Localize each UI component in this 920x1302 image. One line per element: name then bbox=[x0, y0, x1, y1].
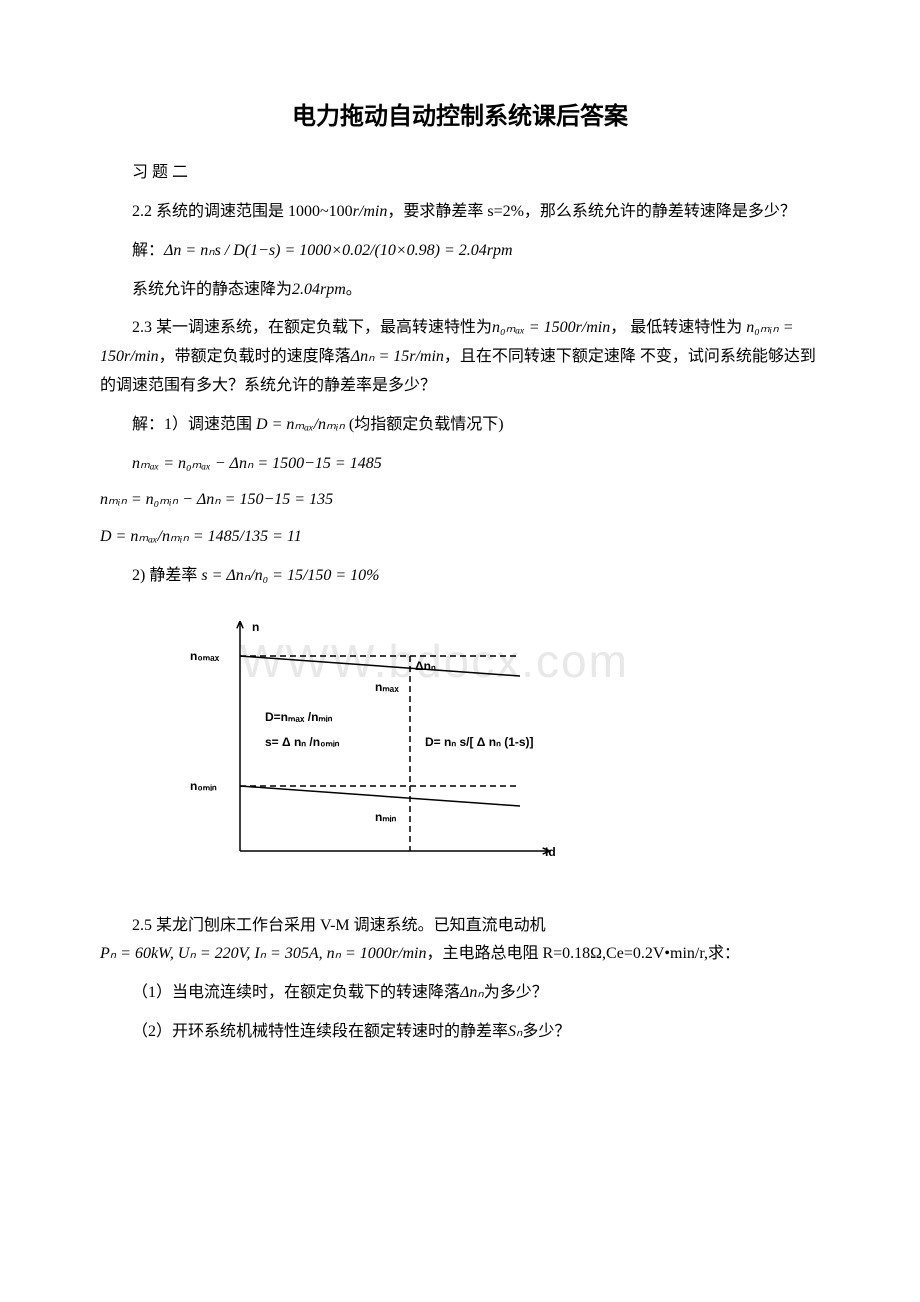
q2-3-sol2: 2) 静差率 s = Δnₙ/n₀ = 15/150 = 10% bbox=[100, 562, 820, 591]
q2-5-text-a: 2.5 某龙门刨床工作台采用 V-M 调速系统。已知直流电动机 bbox=[132, 917, 546, 934]
q2-5-sub2-a: （2）开环系统机械特性连续段在额定转速时的静差率 bbox=[132, 1023, 508, 1040]
q2-2-text-b: ，要求静差率 s=2%，那么系统允许的静差转速降是多少？ bbox=[387, 203, 796, 220]
svg-text:n₀ₘᵢₙ: n₀ₘᵢₙ bbox=[190, 779, 217, 793]
q2-2-formula: Δn = nₙs / D(1−s) = 1000×0.02/(10×0.98) … bbox=[164, 242, 513, 259]
q2-5-sub2-b: 多少？ bbox=[522, 1023, 570, 1040]
q2-5-sub1-a: （1）当电流连续时，在额定负载下的转速降落 bbox=[132, 984, 460, 1001]
svg-text:Id: Id bbox=[545, 845, 556, 859]
section-label: 习 题 二 bbox=[100, 159, 820, 188]
q2-3-text: 2.3 某一调速系统，在额定负载下，最高转速特性为n₀ₘₐₓ = 1500r/m… bbox=[100, 314, 820, 400]
speed-diagram: n Id Δnₙ nₘₐₓ nₘᵢₙ n₀ₘₐₓ n₀ₘᵢₙ D=nₘₐₓ /nₘᵢₙ s= Δ… bbox=[170, 611, 820, 892]
q2-3-sol1-formula: D = nₘₐₓ/nₘᵢₙ bbox=[256, 416, 345, 433]
q2-3-line1: nₘₐₓ = n₀ₘₐₓ − Δnₙ = 1500−15 = 1485 bbox=[132, 450, 820, 479]
q2-2-conclusion: 系统允许的静态速降为2.04rpm。 bbox=[100, 276, 820, 305]
q2-2-text-a: 2.2 系统的调速范围是 1000~100 bbox=[132, 203, 353, 220]
q2-3-sol2-prefix: 2) 静差率 bbox=[132, 567, 201, 584]
q2-5-text: 2.5 某龙门刨床工作台采用 V-M 调速系统。已知直流电动机 Pₙ = 60k… bbox=[100, 912, 820, 970]
q2-3-sol1-suffix: (均指额定负载情况下) bbox=[345, 416, 504, 433]
svg-text:nₘₐₓ: nₘₐₓ bbox=[375, 680, 399, 694]
q2-3-f3: Δnₙ = 15r/min bbox=[351, 348, 444, 365]
q2-5-sub2: （2）开环系统机械特性连续段在额定转速时的静差率Sₙ多少？ bbox=[100, 1018, 820, 1047]
q2-3-sol1: 解：1）调速范围 D = nₘₐₓ/nₘᵢₙ (均指额定负载情况下) bbox=[100, 411, 820, 440]
q2-2-conc-b: 。 bbox=[346, 281, 362, 298]
q2-3-line2: nₘᵢₙ = n₀ₘᵢₙ − Δnₙ = 150−15 = 135 bbox=[100, 486, 820, 515]
q2-5-params: Pₙ = 60kW, Uₙ = 220V, Iₙ = 305A, nₙ = 10… bbox=[100, 945, 426, 962]
page-title: 电力拖动自动控制系统课后答案 bbox=[100, 96, 820, 139]
q2-2-unit: r/min bbox=[353, 203, 388, 220]
q2-2-conc-a: 系统允许的静态速降为 bbox=[132, 281, 292, 298]
q2-2-solution: 解：Δn = nₙs / D(1−s) = 1000×0.02/(10×0.98… bbox=[100, 237, 820, 266]
diagram-svg: n Id Δnₙ nₘₐₓ nₘᵢₙ n₀ₘₐₓ n₀ₘᵢₙ D=nₘₐₓ /nₘᵢₙ s= Δ… bbox=[170, 611, 570, 881]
q2-5-text-b: ，主电路总电阻 R=0.18Ω,Ce=0.2V•min/r,求： bbox=[426, 945, 740, 962]
q2-3-f1: n₀ₘₐₓ = 1500r/min bbox=[492, 319, 610, 336]
q2-5-sub1-f: Δnₙ bbox=[460, 984, 484, 1001]
svg-text:nₘᵢₙ: nₘᵢₙ bbox=[375, 810, 397, 824]
q2-5-sub1: （1）当电流连续时，在额定负载下的转速降落Δnₙ为多少？ bbox=[100, 979, 820, 1008]
q2-3-text-b: ， 最低转速特性为 bbox=[610, 319, 746, 336]
q2-5-sub1-b: 为多少？ bbox=[484, 984, 548, 1001]
svg-text:n₀ₘₐₓ: n₀ₘₐₓ bbox=[190, 649, 220, 663]
q2-5-sub2-f: Sₙ bbox=[508, 1023, 522, 1040]
q2-3-sol1-prefix: 解：1）调速范围 bbox=[132, 416, 256, 433]
q2-3-text-c: ，带额定负载时的速度降落 bbox=[159, 348, 351, 365]
svg-text:D= nₙ s/[ Δ nₙ (1-s)]: D= nₙ s/[ Δ nₙ (1-s)] bbox=[425, 735, 534, 749]
q2-2-conc-val: 2.04rpm bbox=[292, 281, 346, 298]
svg-text:Δnₙ: Δnₙ bbox=[415, 659, 436, 673]
q2-3-line3: D = nₘₐₓ/nₘᵢₙ = 1485/135 = 11 bbox=[100, 523, 820, 552]
q2-3-sol2-formula: s = Δnₙ/n₀ = 15/150 = 10% bbox=[201, 567, 379, 584]
q2-3-text-a: 2.3 某一调速系统，在额定负载下，最高转速特性为 bbox=[132, 319, 492, 336]
svg-text:n: n bbox=[252, 620, 259, 634]
svg-text:s= Δ nₙ /n₀ₘᵢₙ: s= Δ nₙ /n₀ₘᵢₙ bbox=[265, 735, 340, 749]
q2-2-sol-prefix: 解： bbox=[132, 242, 164, 259]
svg-text:D=nₘₐₓ /nₘᵢₙ: D=nₘₐₓ /nₘᵢₙ bbox=[265, 710, 333, 724]
q2-2-text: 2.2 系统的调速范围是 1000~100r/min，要求静差率 s=2%，那么… bbox=[100, 198, 820, 227]
